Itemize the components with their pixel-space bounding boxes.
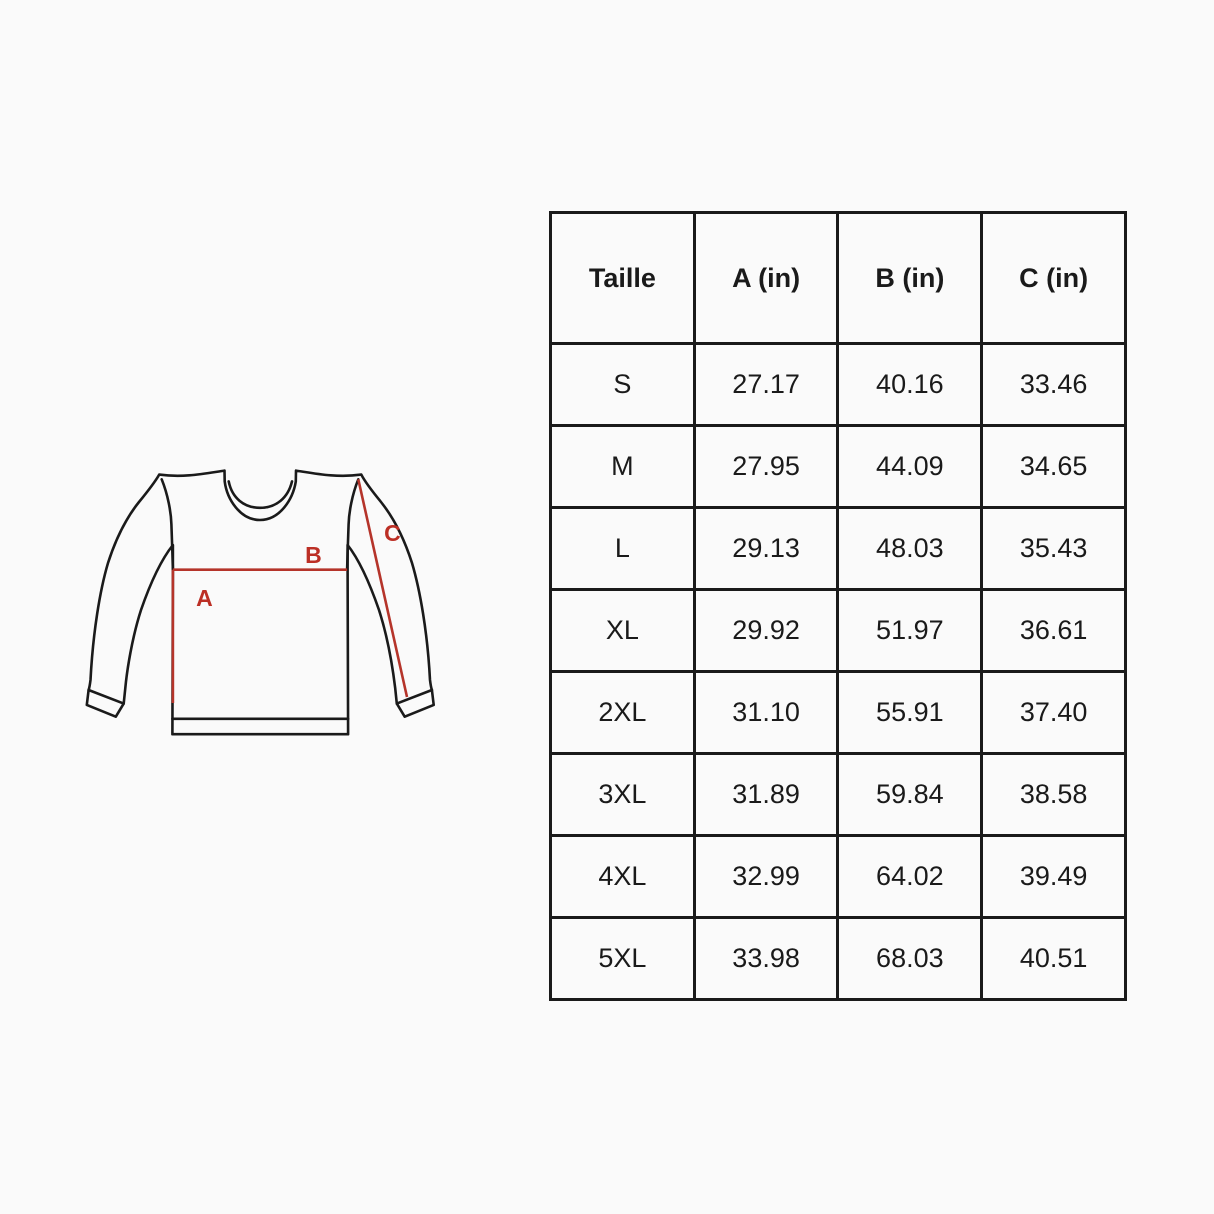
svg-text:C: C	[384, 520, 401, 546]
svg-text:A: A	[196, 585, 213, 611]
svg-text:B: B	[305, 542, 322, 568]
